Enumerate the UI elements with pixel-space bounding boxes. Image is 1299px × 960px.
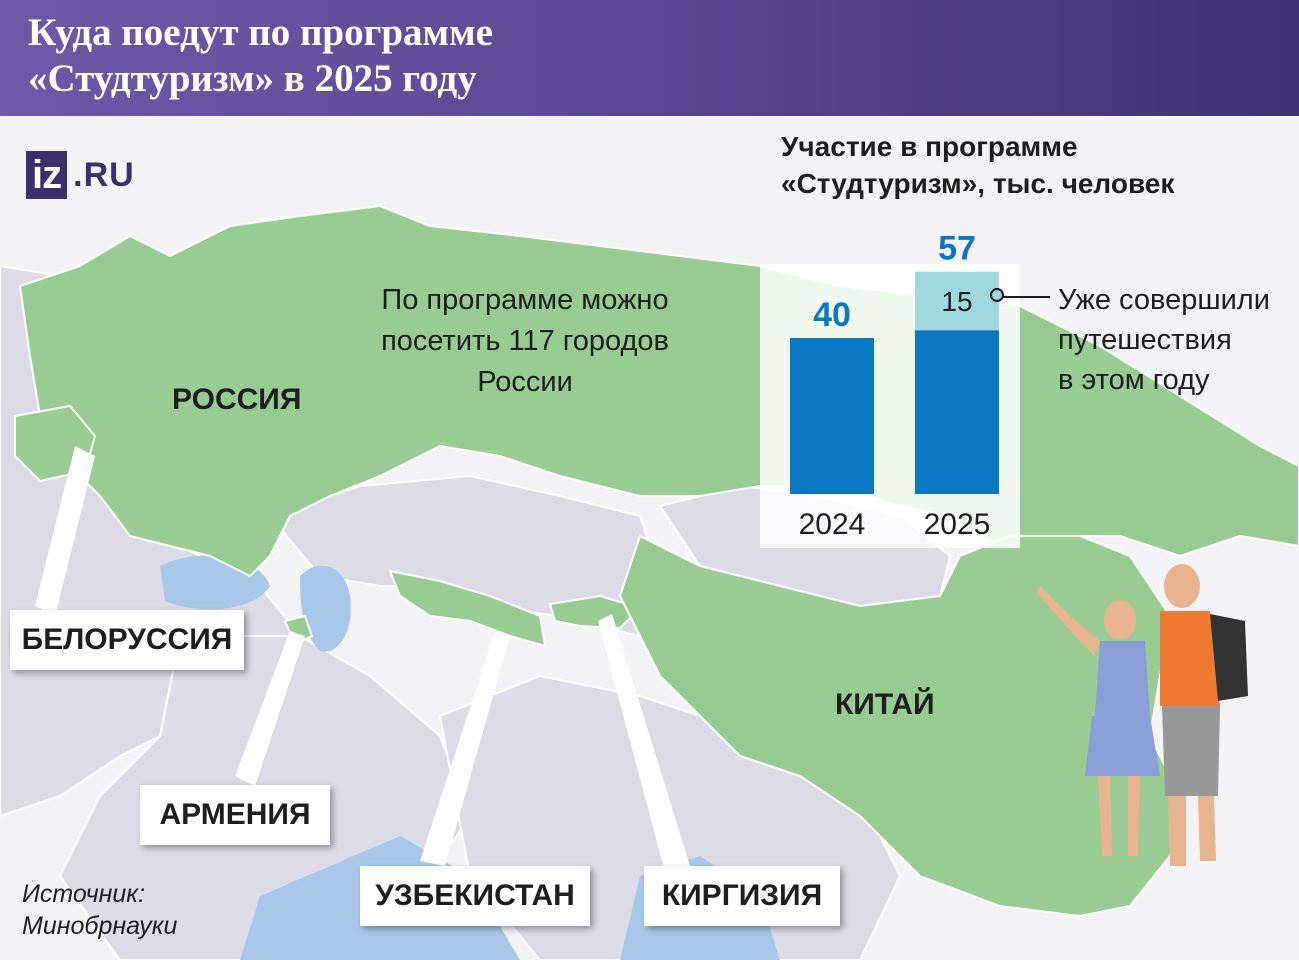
logo-iz: iz	[26, 151, 68, 199]
total-label-2024: 40	[813, 296, 851, 334]
chart-title-line-2: «Студтуризм», тыс. человек	[781, 168, 1175, 199]
page-title-line-2: «Студтуризм» в 2025 году	[28, 57, 477, 100]
bar-2024-segment-0	[790, 338, 874, 494]
pointer-uzbekistan	[420, 631, 510, 866]
category-label-2025: 2025	[924, 508, 991, 541]
callout-kyrgyzstan: КИРГИЗИЯ	[644, 866, 840, 926]
legend-text: Уже совершили путешествия в этом году	[1058, 280, 1270, 400]
chart-title: Участие в программе «Студтуризм», тыс. ч…	[781, 128, 1291, 202]
caspian-sea	[300, 565, 351, 652]
label-china: КИТАЙ	[835, 688, 935, 721]
page-title: Куда поедут по программе «Студтуризм» в …	[28, 10, 493, 102]
legend-line-2: путешествия	[1058, 324, 1232, 356]
chart-title-line-1: Участие в программе	[781, 131, 1078, 162]
legend-line-1: Уже совершили	[1058, 284, 1270, 316]
kyrgyzstan-shape	[548, 594, 642, 630]
callout-armenia: АРМЕНИЯ	[140, 785, 330, 845]
travelers-illustration	[1036, 564, 1248, 866]
source-note: Источник: Минобрнауки	[22, 878, 177, 942]
segment-label-2025: 15	[941, 286, 972, 317]
logo-ru: .RU	[73, 155, 135, 194]
total-label-2025: 57	[938, 230, 976, 268]
callout-uzbekistan: УЗБЕКИСТАН	[360, 866, 590, 926]
note-line-1: По программе можно	[381, 284, 669, 316]
bar-2025-segment-0	[915, 330, 999, 494]
bar-2025-segment-1	[915, 271, 999, 331]
note-line-3: России	[477, 366, 573, 398]
legend-marker	[990, 288, 1004, 302]
category-label-2024: 2024	[799, 508, 866, 541]
callout-belarus: БЕЛОРУССИЯ	[10, 610, 244, 670]
legend-line-3: в этом году	[1058, 364, 1210, 396]
participation-bar-chart: 40 2024 57 2025 15	[760, 230, 1020, 548]
pointer-belarus	[35, 446, 95, 616]
page-title-line-1: Куда поедут по программе	[28, 11, 493, 54]
iz-ru-logo: iz .RU	[26, 150, 135, 200]
pointer-kyrgyzstan	[598, 614, 690, 872]
pointer-armenia	[235, 631, 305, 786]
note-line-2: посетить 117 городов	[381, 325, 669, 357]
label-russia: РОССИЯ	[172, 383, 302, 416]
note-117-cities: По программе можно посетить 117 городов …	[340, 280, 710, 403]
uzbekistan-shape	[388, 569, 547, 648]
source-line-2: Минобрнауки	[22, 912, 178, 940]
legend-leader-line	[990, 296, 1050, 298]
source-line-1: Источник:	[22, 880, 146, 908]
header: Куда поедут по программе «Студтуризм» в …	[0, 0, 1299, 116]
